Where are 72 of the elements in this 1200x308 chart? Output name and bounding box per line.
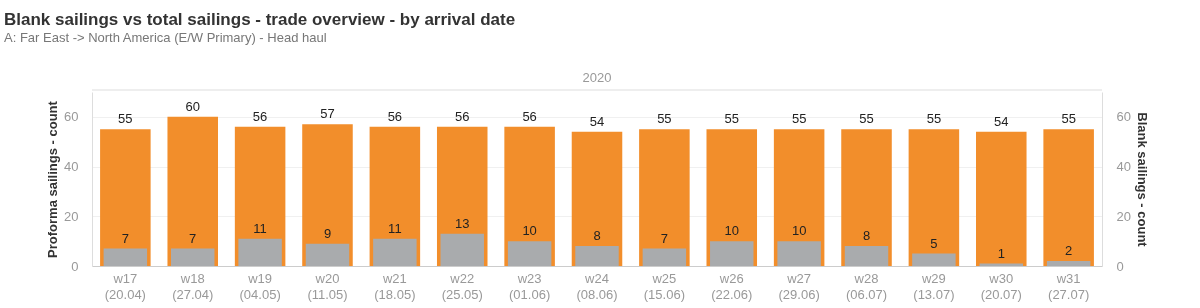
bar (171, 248, 215, 266)
data-label: 55 (791, 111, 807, 127)
y-axis-title: Proforma sailings - count (45, 100, 61, 258)
x-tick-label: w21 (18.05) (374, 270, 416, 302)
y-tick-label: 60 (64, 109, 79, 125)
data-label: 11 (253, 220, 267, 236)
data-label: 10 (724, 223, 739, 239)
bar (1046, 261, 1091, 266)
data-label: 60 (185, 98, 200, 114)
y2-tick-label: 60 (1116, 109, 1131, 125)
x-tick-label: w26 (22.06) (711, 270, 753, 302)
x-tick-label: w25 (15.06) (643, 270, 685, 302)
bar (440, 233, 484, 266)
data-label: 55 (657, 111, 672, 127)
y2-axis-title: Blank sailings - count (1134, 112, 1150, 248)
chart-title: Blank sailings vs total sailings - trade overview - by arrival date (4, 10, 516, 29)
data-label: 56 (455, 108, 470, 124)
chart-subtitle: A: Far East -> North America (E/W Primary) - Head haul (4, 30, 327, 45)
y-tick-label: 40 (64, 159, 79, 175)
y2-tick-label: 0 (1116, 258, 1124, 274)
y-tick-label: 20 (64, 208, 79, 224)
bar (507, 241, 552, 266)
data-label: 11 (388, 220, 402, 236)
x-tick-label: w29 (13.07) (913, 270, 955, 302)
data-label: 54 (589, 113, 605, 129)
data-label: 56 (387, 108, 403, 124)
bar (238, 238, 282, 266)
y2-tick-label: 40 (1116, 159, 1131, 175)
data-label: 13 (455, 215, 470, 231)
data-label: 54 (994, 113, 1009, 129)
x-tick-label: w20 (11.05) (307, 270, 348, 302)
bar (575, 246, 619, 266)
data-label: 7 (660, 230, 668, 246)
data-label: 7 (121, 230, 129, 246)
data-label: 56 (252, 108, 268, 124)
bar (373, 238, 417, 266)
data-label: 5 (930, 235, 938, 251)
data-label: 7 (189, 230, 197, 246)
bar (844, 246, 889, 266)
x-tick-label: w30 (20.07) (980, 270, 1022, 302)
bar (777, 241, 821, 266)
y-tick-label: 0 (71, 258, 79, 274)
data-label: 55 (926, 111, 942, 127)
data-label: 10 (522, 223, 537, 239)
x-tick-label: w31 (27.07) (1048, 270, 1090, 302)
data-label: 55 (724, 111, 739, 127)
bar (912, 253, 956, 266)
x-tick-label: w18 (27.04) (172, 270, 214, 302)
y2-tick-label: 20 (1116, 208, 1131, 224)
x-tick-label: w17 (20.04) (104, 270, 146, 302)
data-label: 10 (791, 223, 807, 239)
bar (642, 248, 687, 266)
data-label: 9 (323, 225, 332, 241)
data-label: 2 (1065, 243, 1073, 259)
bar (305, 243, 350, 266)
x-tick-label: w24 (08.06) (576, 270, 618, 302)
bar (103, 248, 148, 266)
x-tick-label: w22 (25.05) (441, 270, 483, 302)
data-label: 55 (859, 111, 874, 127)
data-label: 55 (1061, 111, 1076, 127)
data-label: 56 (522, 108, 537, 124)
data-label: 8 (593, 228, 601, 244)
data-label: 57 (320, 106, 335, 122)
text: 2020 (582, 70, 612, 85)
x-tick-label: w27 (29.06) (778, 270, 820, 302)
data-label: 1 (997, 245, 1005, 261)
x-tick-label: w19 (04.05) (239, 270, 281, 302)
bar (710, 241, 754, 266)
x-tick-label: w23 (01.06) (509, 270, 551, 302)
x-tick-label: w28 (06.07) (845, 270, 888, 302)
data-label: 55 (118, 111, 133, 127)
data-label: 8 (862, 228, 871, 244)
